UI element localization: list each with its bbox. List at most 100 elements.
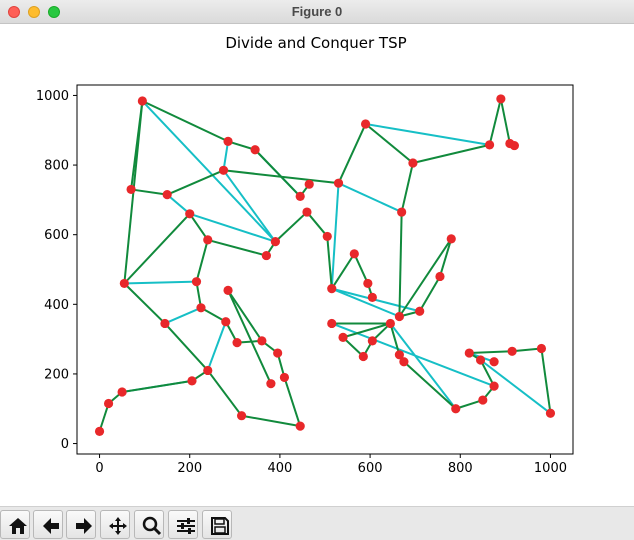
city-point-45 bbox=[117, 387, 127, 397]
sliders-icon bbox=[177, 518, 195, 534]
merge-edge-6 bbox=[365, 123, 490, 146]
tour-edge-11 bbox=[488, 98, 502, 146]
city-point-7 bbox=[304, 179, 314, 189]
city-point-17 bbox=[261, 250, 271, 261]
merge-edge-11 bbox=[124, 280, 197, 285]
city-point-5 bbox=[218, 165, 229, 175]
y-tick-label-5: 1000 bbox=[36, 89, 69, 104]
back-button[interactable] bbox=[33, 510, 63, 539]
tour-edge-29 bbox=[123, 213, 191, 285]
x-tick-label-0: 0 bbox=[95, 461, 103, 476]
tour-edge-23 bbox=[274, 211, 308, 243]
city-point-14 bbox=[509, 140, 519, 151]
merge-edge-8 bbox=[330, 183, 340, 289]
tour-edge-8 bbox=[337, 123, 367, 184]
back-arrow-icon bbox=[43, 518, 59, 534]
city-point-58 bbox=[507, 346, 517, 356]
configure-subplots-button[interactable] bbox=[168, 510, 198, 539]
city-point-9 bbox=[360, 119, 371, 129]
title-bar[interactable]: Figure 0 bbox=[0, 0, 634, 24]
merge-edge-9 bbox=[331, 287, 400, 318]
city-point-40 bbox=[266, 379, 276, 389]
ticks-layer: 0 200 400 600 800 1000 0 200 400 600 800 1000 bbox=[36, 89, 567, 476]
tour-edge-25 bbox=[326, 236, 333, 289]
tour-edge-38 bbox=[200, 306, 227, 323]
city-point-50 bbox=[358, 351, 368, 362]
tour-edge-5 bbox=[130, 188, 168, 196]
merge-edge-4 bbox=[189, 212, 276, 243]
home-button[interactable] bbox=[0, 510, 30, 539]
tour-edge-6 bbox=[166, 169, 224, 196]
city-point-18 bbox=[270, 237, 280, 247]
city-point-41 bbox=[295, 421, 305, 431]
city-point-63 bbox=[545, 408, 556, 418]
tour-edge-12 bbox=[499, 98, 511, 144]
city-point-39 bbox=[279, 372, 290, 383]
city-point-0 bbox=[137, 96, 147, 106]
city-point-16 bbox=[203, 235, 213, 245]
tour-edge-17 bbox=[418, 275, 441, 312]
merge-edge-7 bbox=[338, 182, 403, 213]
city-point-38 bbox=[273, 348, 283, 358]
tour-edge-10 bbox=[412, 143, 490, 164]
tour-edge-15 bbox=[398, 212, 403, 317]
city-point-4 bbox=[162, 190, 172, 200]
tour-edge-53 bbox=[342, 336, 365, 358]
city-point-22 bbox=[349, 249, 359, 259]
city-point-53 bbox=[394, 350, 404, 360]
tour-edge-21 bbox=[207, 238, 267, 257]
city-point-43 bbox=[203, 365, 213, 376]
city-point-56 bbox=[475, 355, 486, 365]
figure-canvas[interactable]: Divide and Conquer TSP 0 200 400 600 800 1000… bbox=[0, 24, 634, 506]
city-point-23 bbox=[363, 278, 373, 289]
city-point-25 bbox=[397, 207, 407, 217]
tour-edge-43 bbox=[283, 377, 302, 427]
tour-edge-59 bbox=[540, 348, 552, 414]
axes-frame bbox=[76, 84, 574, 455]
city-point-47 bbox=[94, 426, 105, 436]
city-point-1 bbox=[223, 136, 233, 146]
city-point-19 bbox=[302, 207, 312, 217]
tour-edge-47 bbox=[227, 289, 263, 342]
city-point-11 bbox=[496, 94, 506, 104]
city-point-36 bbox=[232, 338, 242, 348]
city-point-2 bbox=[250, 145, 260, 155]
y-tick-label-2: 400 bbox=[44, 298, 69, 313]
city-point-37 bbox=[257, 336, 267, 346]
navigation-toolbar bbox=[0, 506, 634, 540]
move-icon bbox=[109, 517, 127, 535]
tour-edge-48 bbox=[195, 239, 209, 282]
tour-edge-27 bbox=[353, 253, 369, 284]
tsp-chart[interactable]: Divide and Conquer TSP 0 200 400 600 800 1000… bbox=[0, 24, 634, 506]
city-point-33 bbox=[196, 303, 206, 313]
y-tick-label-0: 0 bbox=[61, 437, 69, 452]
chart-title: Divide and Conquer TSP bbox=[225, 34, 406, 52]
city-point-24 bbox=[367, 292, 377, 302]
city-point-6 bbox=[295, 191, 305, 201]
merge-edge-2 bbox=[141, 100, 277, 243]
city-point-31 bbox=[160, 318, 170, 329]
save-button[interactable] bbox=[202, 510, 232, 539]
zoom-icon bbox=[142, 516, 162, 536]
tour-edge-7 bbox=[223, 169, 339, 185]
merge-edge-0 bbox=[222, 141, 230, 171]
tour-edge-35 bbox=[98, 403, 110, 432]
close-window-button[interactable] bbox=[8, 6, 20, 18]
city-point-46 bbox=[103, 398, 114, 409]
city-point-52 bbox=[385, 318, 395, 329]
tour-edge-14 bbox=[400, 162, 414, 213]
x-tick-label-2: 400 bbox=[267, 461, 292, 476]
city-point-62 bbox=[489, 381, 499, 391]
forward-button[interactable] bbox=[66, 510, 96, 539]
maximize-window-button[interactable] bbox=[48, 6, 60, 18]
city-point-55 bbox=[464, 348, 474, 358]
home-icon bbox=[9, 518, 27, 534]
zoom-button[interactable] bbox=[134, 510, 164, 539]
city-point-20 bbox=[322, 231, 332, 242]
tour-edge-2 bbox=[254, 149, 301, 198]
pan-button[interactable] bbox=[100, 510, 130, 539]
tour-edge-26 bbox=[330, 253, 356, 290]
save-icon bbox=[211, 517, 229, 535]
minimize-window-button[interactable] bbox=[28, 6, 40, 18]
